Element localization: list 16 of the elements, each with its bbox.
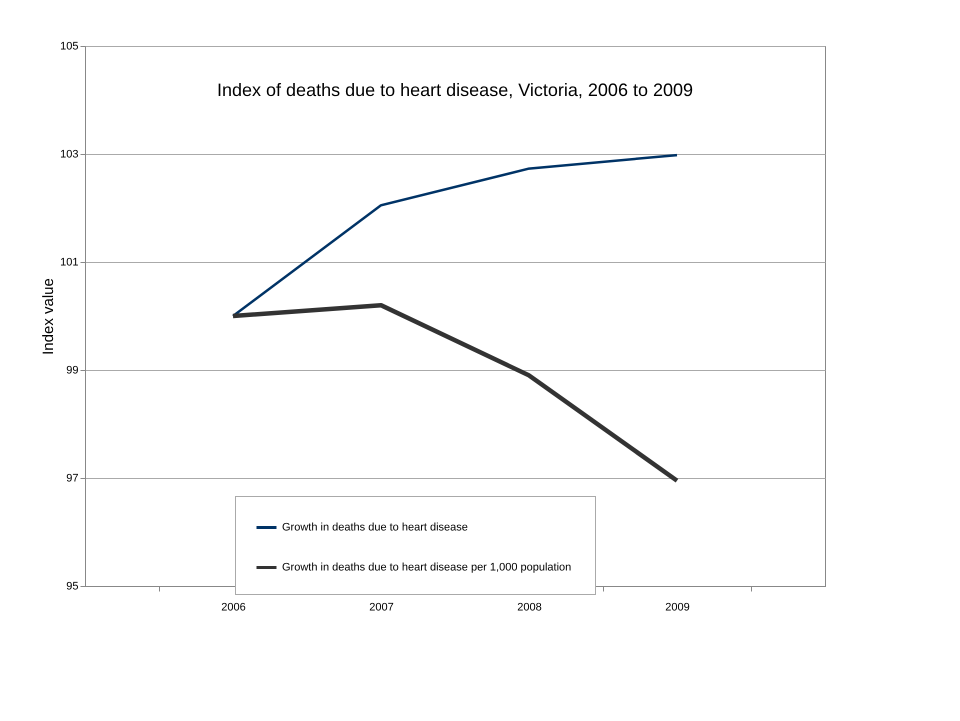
y-tick-label: 105 xyxy=(60,40,78,52)
x-tick-label: 2008 xyxy=(517,602,542,614)
x-tick-label: 2009 xyxy=(665,602,690,614)
line-series xyxy=(230,302,680,483)
y-tick-label: 103 xyxy=(60,148,78,160)
y-axis-title: Index value xyxy=(40,278,58,355)
legend-label: Growth in deaths due to heart disease xyxy=(282,522,468,534)
y-tick-label: 101 xyxy=(60,256,78,268)
y-tick-label: 97 xyxy=(66,472,78,484)
x-tick-label: 2006 xyxy=(221,602,246,614)
x-tick-label: 2007 xyxy=(369,602,394,614)
y-tick-label: 95 xyxy=(66,580,78,592)
legend-label: Growth in deaths due to heart disease per 1,000 population xyxy=(282,562,572,574)
y-tick-label: 99 xyxy=(66,364,78,376)
text: Index of deaths due to heart disease, Victoria, 2006 to 2009 xyxy=(216,80,694,100)
line-series xyxy=(232,154,678,318)
